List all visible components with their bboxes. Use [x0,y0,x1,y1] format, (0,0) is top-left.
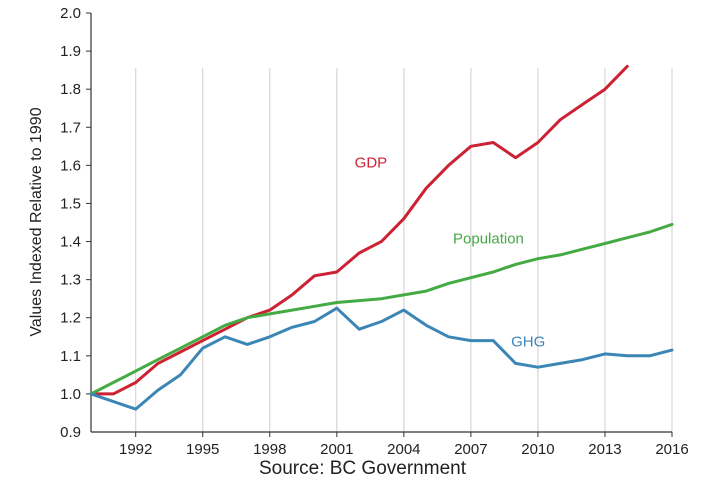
source-caption: Source: BC Government [259,458,466,479]
x-tick-label: 2007 [454,441,487,458]
y-tick-label: 1.0 [60,386,81,403]
series-line-ghg [89,306,674,411]
x-tick-labels: 1992 1995 1998 2001 2004 2007 2010 2013 2016 [119,441,689,458]
gridlines [135,68,673,432]
y-tick-labels: 1.0 1.1 1.2 1.3 1.4 1.5 1.6 1.7 1.8 1.9 2.0 0.9 [60,5,81,441]
y-tick-label: 1.2 [60,310,81,327]
y-tick-label: 1.6 [60,157,81,174]
x-tick-label: 2016 [655,441,688,458]
x-tick-label: 2004 [387,441,420,458]
line-chart: 1.0 1.1 1.2 1.3 1.4 1.5 1.6 1.7 1.8 1.9 2.0 0.9 199… [28,5,689,458]
x-tick-label: 1998 [253,441,286,458]
y-tick-label: 1.8 [60,81,81,98]
x-tick-label: 2013 [588,441,621,458]
series-line-gdp [89,64,629,396]
x-tick-label: 2001 [320,441,353,458]
series-label-gdp: GDP [355,154,388,171]
y-tick-label: 2.0 [60,5,81,22]
y-tick-label: 1.9 [60,43,81,60]
series-line-population [89,222,674,396]
series-label-population: Population [453,230,524,247]
y-tick-label: 1.5 [60,195,81,212]
y-tick-label: 1.3 [60,272,81,289]
x-tick-label: 2010 [521,441,554,458]
series-labels: GDP Population GHG [355,154,546,350]
axes [86,12,673,437]
y-tick-label: 0.9 [60,424,81,441]
y-tick-label: 1.7 [60,119,81,136]
y-tick-label: 1.1 [60,348,81,365]
x-tick-label: 1992 [119,441,152,458]
x-tick-label: 1995 [186,441,219,458]
y-tick-label: 1.4 [60,234,81,251]
y-axis-label: Values Indexed Relative to 1990 [28,107,45,336]
series-lines [89,64,674,411]
series-label-ghg: GHG [511,333,545,350]
